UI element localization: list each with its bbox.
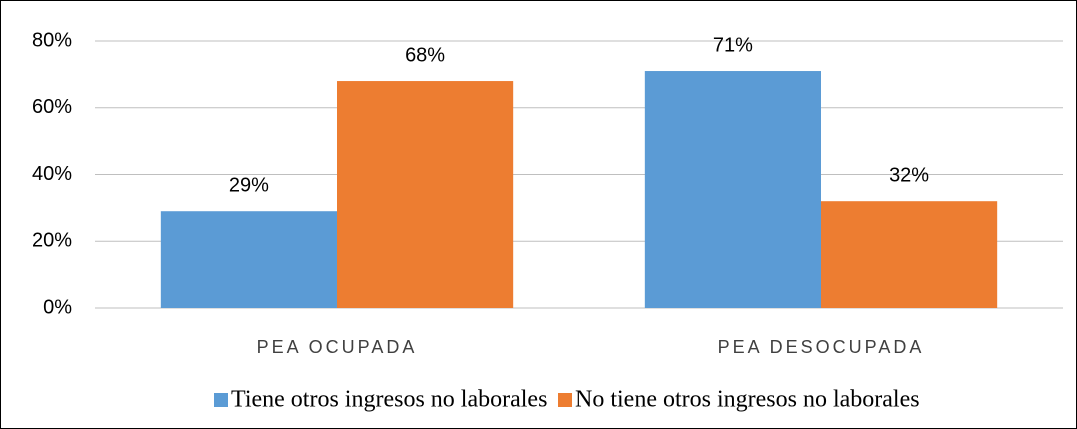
x-tick-label: PEA DESOCUPADA bbox=[718, 337, 925, 357]
y-tick-label: 80% bbox=[32, 29, 72, 51]
data-label: 32% bbox=[889, 164, 929, 186]
legend-swatch bbox=[214, 393, 228, 407]
legend-label: Tiene otros ingresos no laborales bbox=[231, 387, 547, 413]
y-tick-label: 40% bbox=[32, 163, 72, 185]
bar bbox=[337, 81, 514, 308]
data-label: 68% bbox=[405, 44, 445, 66]
legend-label: No tiene otros ingresos no laborales bbox=[575, 387, 920, 413]
legend-swatch bbox=[558, 393, 572, 407]
data-label: 71% bbox=[713, 34, 753, 56]
data-label: 29% bbox=[229, 174, 269, 196]
y-tick-label: 20% bbox=[32, 230, 72, 252]
bar bbox=[821, 201, 998, 308]
y-tick-label: 0% bbox=[43, 296, 72, 318]
bar bbox=[644, 71, 821, 308]
bar bbox=[160, 211, 337, 308]
y-tick-label: 60% bbox=[32, 96, 72, 118]
x-tick-label: PEA OCUPADA bbox=[257, 337, 418, 357]
